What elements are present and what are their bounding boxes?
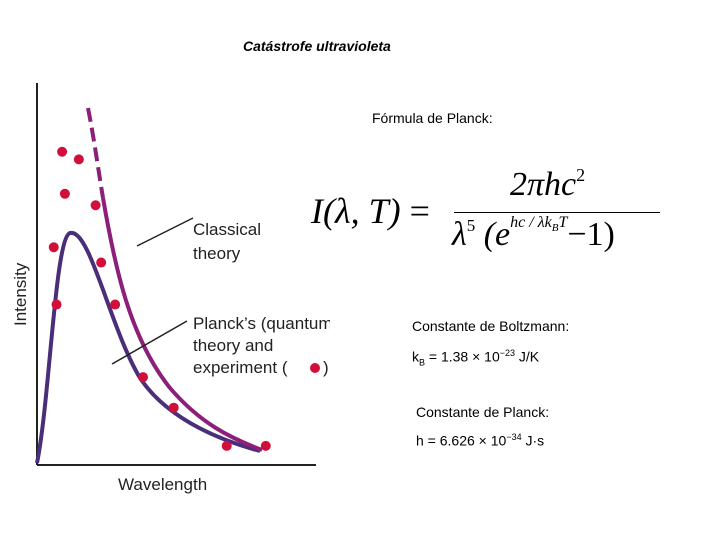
formula-equals: =	[400, 191, 430, 231]
experiment-point	[57, 146, 68, 157]
experiment-point	[59, 188, 70, 199]
boltzmann-value: kB = 1.38 × 10−23 J/K	[412, 348, 540, 368]
planck-label-1: Planck’s (quantum)	[193, 314, 330, 333]
experiment-point	[138, 372, 149, 383]
experiment-point	[96, 257, 107, 268]
experiment-point	[90, 200, 101, 211]
classical-pointer	[136, 217, 194, 247]
experiment-point	[73, 154, 84, 165]
formula-numerator: 2πhc2	[510, 165, 586, 204]
formula-numerator-main: 2πhc	[510, 166, 577, 203]
planck-pointer	[111, 320, 188, 365]
planck-label-4: )	[323, 358, 329, 377]
legend-point	[310, 363, 320, 373]
formula-denominator-open: (e	[475, 216, 511, 253]
formula-numerator-exponent: 2	[576, 165, 586, 185]
formula-heading: Fórmula de Planck:	[372, 110, 493, 126]
boltzmann-heading: Constante de Boltzmann:	[412, 318, 570, 334]
formula-denominator: λ5 (ehc / λkBT−1)	[452, 214, 615, 254]
experiment-point	[48, 242, 59, 253]
classical-curve	[101, 197, 263, 452]
classical-curve-dashed	[86, 107, 105, 199]
formula-denominator-power: 5	[466, 216, 476, 235]
experiment-point	[221, 440, 232, 451]
experiment-point	[168, 402, 179, 413]
planck-label-2: theory and	[193, 336, 273, 355]
experiment-point	[51, 299, 62, 310]
formula-exponent: hc / λkBT	[510, 214, 568, 235]
experiment-point	[260, 440, 271, 451]
experiment-points	[48, 146, 271, 451]
y-axis-label: Intensity	[11, 262, 30, 326]
planck-curve	[35, 230, 261, 464]
planck-label-3: experiment (	[193, 358, 288, 377]
experiment-point	[110, 299, 121, 310]
formula-denominator-close: −1)	[567, 216, 615, 253]
formula-lhs: I(λ, T) =	[311, 190, 430, 232]
x-axis-label: Wavelength	[118, 475, 207, 494]
classical-label-2: theory	[193, 244, 241, 263]
planck-constant-value: h = 6.626 × 10−34 J·s	[416, 432, 545, 449]
formula-intensity-symbol: I	[311, 191, 323, 231]
formula-fraction-bar	[454, 212, 660, 213]
slide-title: Catástrofe ultravioleta	[243, 38, 391, 54]
formula-denominator-lambda: λ	[452, 216, 467, 253]
planck-plot: Classical theory Planck’s (quantum) theo…	[11, 83, 330, 494]
classical-label-1: Classical	[193, 220, 261, 239]
formula-arguments: (λ, T)	[323, 191, 401, 231]
planck-constant-heading: Constante de Planck:	[416, 404, 550, 420]
